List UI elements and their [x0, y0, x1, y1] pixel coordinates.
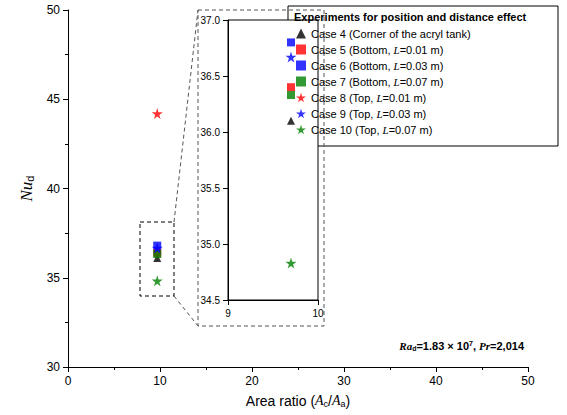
svg-text:40: 40: [429, 374, 443, 388]
svg-text:A: A: [331, 393, 341, 408]
svg-text:35.5: 35.5: [201, 183, 221, 194]
svg-text:35.0: 35.0: [201, 239, 221, 250]
svg-text:40: 40: [47, 182, 61, 196]
svg-text:36.0: 36.0: [201, 127, 221, 138]
svg-text:Case 4 (Corner of the acryl ta: Case 4 (Corner of the acryl tank): [311, 28, 471, 40]
svg-text:Area ratio (: Area ratio (: [246, 393, 316, 409]
svg-text:50: 50: [47, 3, 61, 17]
svg-text:L: L: [382, 124, 389, 136]
svg-text:45: 45: [47, 92, 61, 106]
svg-text:0.07 m): 0.07 m): [395, 124, 432, 136]
svg-text:Ra: Ra: [398, 340, 412, 352]
svg-text:L: L: [393, 76, 400, 88]
svg-text:Case 10 (Top,: Case 10 (Top,: [311, 124, 383, 136]
svg-text:a: a: [340, 398, 346, 409]
svg-text:,: ,: [473, 340, 479, 352]
svg-text:Case 5 (Bottom,: Case 5 (Bottom,: [311, 44, 394, 56]
svg-text:0.07 m): 0.07 m): [406, 76, 443, 88]
svg-text:0.03 m): 0.03 m): [406, 60, 443, 72]
svg-text:=2,014: =2,014: [490, 340, 525, 352]
svg-text:Case 8 (Top,: Case 8 (Top,: [311, 92, 376, 104]
svg-text:30: 30: [47, 360, 61, 374]
svg-text:10: 10: [312, 308, 324, 319]
svg-text:37.0: 37.0: [201, 15, 221, 26]
svg-text:L: L: [393, 44, 400, 56]
svg-text:Case 9 (Top,: Case 9 (Top,: [311, 108, 376, 120]
svg-text:35: 35: [47, 271, 61, 285]
html-text:c/: c/: [323, 392, 332, 409]
svg-text:d: d: [412, 345, 416, 352]
svg-text:50: 50: [521, 374, 535, 388]
svg-text:=1.83 × 10: =1.83 × 10: [416, 340, 469, 352]
svg-text:30: 30: [337, 374, 351, 388]
svg-text:9: 9: [225, 308, 231, 319]
svg-text:d: d: [24, 176, 36, 182]
svg-text:20: 20: [245, 374, 259, 388]
svg-text:): ): [346, 393, 351, 409]
svg-text:A: A: [314, 393, 324, 408]
svg-text:34.5: 34.5: [201, 295, 221, 306]
svg-text:0.01 m): 0.01 m): [406, 44, 443, 56]
svg-text:0.03 m): 0.03 m): [389, 108, 426, 120]
svg-text:Pr: Pr: [479, 340, 491, 352]
svg-text:Case 6 (Bottom,: Case 6 (Bottom,: [311, 60, 394, 72]
svg-text:7: 7: [469, 340, 473, 347]
svg-text:Nu: Nu: [17, 182, 36, 203]
svg-text:0.01 m): 0.01 m): [389, 92, 426, 104]
svg-text:Case 7 (Bottom,: Case 7 (Bottom,: [311, 76, 394, 88]
svg-text:10: 10: [153, 374, 167, 388]
svg-text:36.5: 36.5: [201, 71, 221, 82]
svg-text:0: 0: [65, 374, 72, 388]
svg-text:L: L: [375, 108, 382, 120]
svg-text:L: L: [393, 60, 400, 72]
svg-text:L: L: [375, 92, 382, 104]
svg-text:Experiments for position and d: Experiments for position and distance ef…: [294, 11, 527, 23]
